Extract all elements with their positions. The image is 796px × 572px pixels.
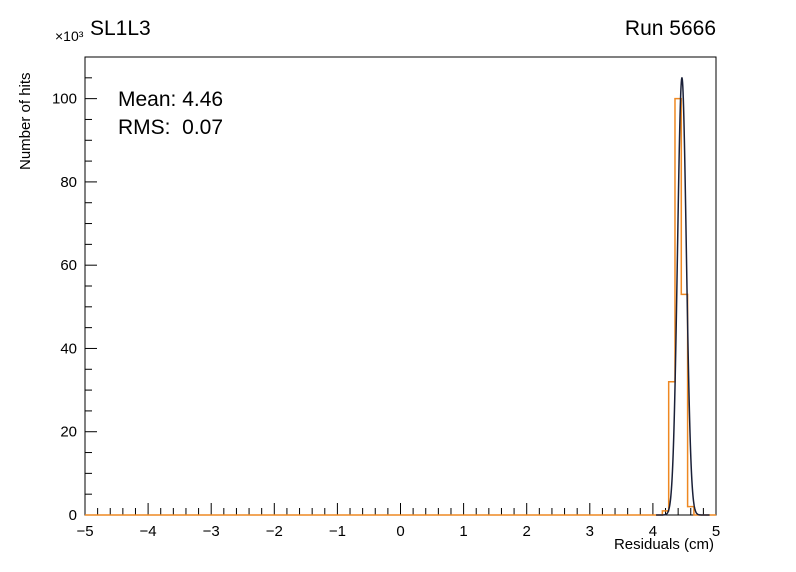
gaussian-fit-curve — [656, 77, 710, 516]
page-title: SL1L3 — [90, 17, 151, 40]
y-tick-label: 0 — [69, 507, 77, 524]
x-tick-label: 1 — [459, 523, 467, 540]
y-tick-label: 80 — [60, 174, 77, 191]
x-tick-label: −4 — [140, 523, 157, 540]
stat-rms-value: RMS: 0.07 — [118, 116, 224, 139]
y-tick-label: 20 — [60, 424, 77, 441]
x-tick-label: 4 — [649, 523, 657, 540]
x-tick-label: 2 — [523, 523, 531, 540]
histogram-series — [85, 97, 716, 516]
x-axis: −5 −4 −3 −2 −1 0 1 2 3 4 5 — [76, 503, 720, 540]
y-scale-label: ×10³ — [55, 28, 84, 44]
x-axis-title: Residuals (cm) — [613, 536, 714, 553]
y-tick-label: 100 — [52, 91, 77, 108]
run-label: Run 5666 — [624, 17, 716, 40]
x-tick-label: 0 — [396, 523, 404, 540]
x-tick-label: −3 — [203, 523, 220, 540]
x-tick-label: −5 — [76, 523, 93, 540]
x-tick-label: −1 — [329, 523, 346, 540]
y-tick-label: 40 — [60, 340, 77, 357]
x-tick-label: 5 — [712, 523, 720, 540]
y-tick-label: 60 — [60, 257, 77, 274]
stat-mean-value: Mean: 4.46 — [118, 88, 224, 111]
y-axis: 0 20 40 60 80 100 — [52, 56, 97, 524]
x-tick-label: −2 — [266, 523, 283, 540]
y-axis-title: Number of hits — [17, 72, 34, 170]
x-tick-label: 3 — [586, 523, 594, 540]
